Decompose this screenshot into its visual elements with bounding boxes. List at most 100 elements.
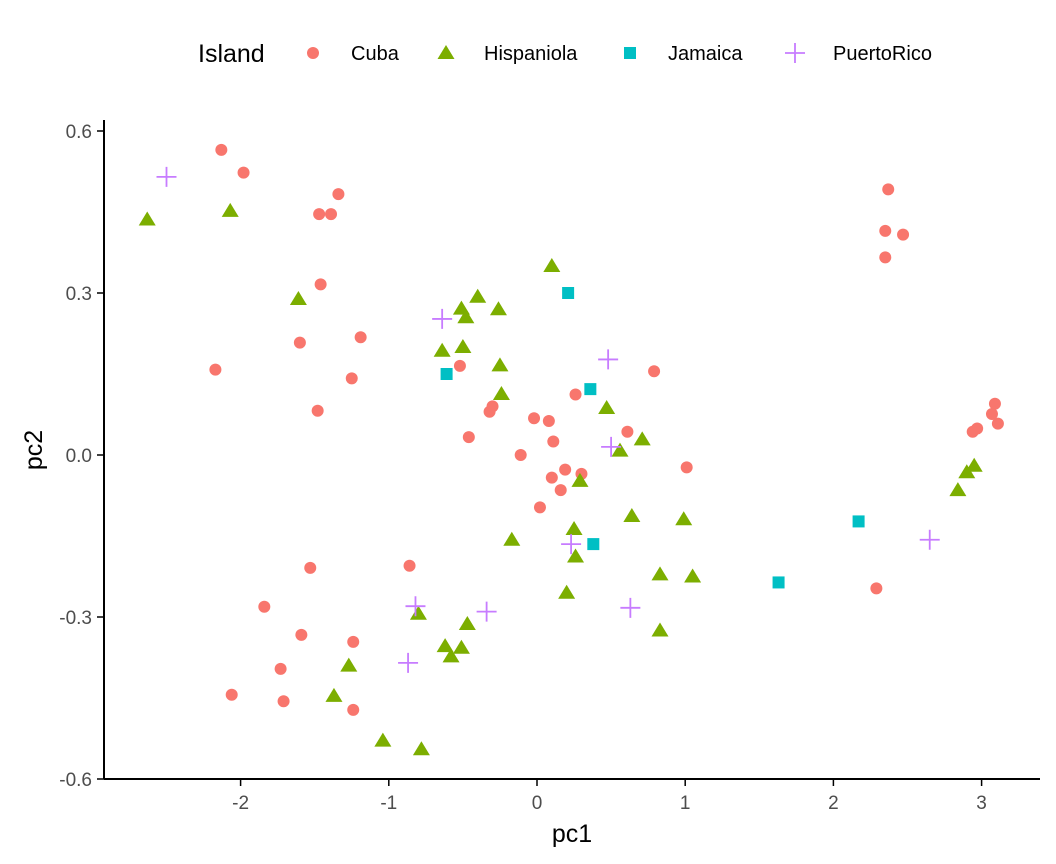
y-tick-label-2: 0.0: [66, 446, 92, 467]
legend-label-puertorico: PuertoRico: [833, 43, 932, 65]
legend: Island Cuba Hispaniola Jamaica PuertoRico: [198, 40, 932, 68]
point-cuba-1: [237, 166, 250, 179]
point-puertorico-2: [598, 349, 619, 370]
point-hispaniola-7: [457, 309, 475, 324]
point-puertorico-9: [919, 529, 940, 550]
point-cuba-29: [304, 561, 317, 574]
point-cuba-20: [621, 425, 634, 438]
point-hispaniola-13: [633, 431, 651, 446]
point-cuba-17: [514, 449, 527, 461]
point-hispaniola-32: [374, 732, 392, 747]
x-tick-label-3: 1: [680, 793, 691, 814]
point-cuba-14: [486, 400, 499, 413]
point-hispaniola-33: [412, 741, 430, 756]
point-puertorico-7: [620, 597, 641, 618]
point-cuba-25: [554, 484, 567, 497]
point-cuba-10: [311, 404, 324, 417]
point-cuba-2: [332, 188, 345, 201]
point-cuba-5: [314, 278, 327, 291]
point-puertorico-5: [405, 596, 426, 617]
point-hispaniola-36: [949, 482, 967, 497]
point-hispaniola-11: [492, 385, 510, 400]
point-hispaniola-18: [567, 548, 585, 563]
y-axis-title: pc2: [20, 430, 48, 470]
point-cuba-12: [462, 431, 475, 444]
point-hispaniola-28: [452, 639, 470, 654]
point-cuba-6: [354, 331, 367, 344]
point-cuba-34: [225, 688, 238, 701]
point-cuba-27: [680, 461, 693, 474]
point-jamaica-5: [852, 515, 865, 528]
point-cuba-23: [559, 463, 572, 476]
point-hispaniola-21: [651, 566, 669, 581]
x-tick-label-5: 3: [976, 793, 987, 814]
point-hispaniola-4: [469, 288, 487, 303]
point-cuba-0: [215, 143, 228, 156]
legend-key-hispaniola: [437, 45, 455, 59]
point-cuba-16: [542, 414, 555, 427]
point-hispaniola-9: [454, 339, 472, 353]
legend-key-jamaica: [624, 47, 636, 59]
point-cuba-32: [274, 662, 287, 675]
point-hispaniola-22: [684, 568, 702, 583]
legend-label-cuba: Cuba: [351, 43, 400, 65]
point-cuba-46: [870, 582, 883, 595]
x-tick-label-1: -1: [380, 793, 397, 814]
legend-key-cuba: [307, 47, 319, 59]
point-hispaniola-34: [965, 457, 983, 472]
point-cuba-36: [347, 703, 360, 716]
point-cuba-42: [985, 407, 998, 420]
point-hispaniola-29: [442, 648, 460, 663]
point-cuba-30: [403, 559, 416, 572]
point-cuba-15: [528, 412, 541, 425]
point-cuba-22: [545, 471, 558, 484]
point-puertorico-3: [601, 436, 622, 457]
point-jamaica-0: [562, 287, 575, 299]
point-hispaniola-19: [623, 508, 641, 523]
point-hispaniola-30: [340, 657, 358, 672]
point-cuba-9: [345, 372, 358, 385]
point-cuba-8: [209, 363, 222, 376]
point-cuba-11: [453, 359, 466, 372]
legend-label-hispaniola: Hispaniola: [484, 43, 578, 65]
point-cuba-28: [258, 600, 271, 613]
point-hispaniola-15: [571, 472, 589, 487]
point-cuba-45: [991, 417, 1004, 430]
point-cuba-18: [547, 435, 560, 448]
point-cuba-40: [879, 251, 892, 264]
point-puertorico-8: [398, 652, 419, 673]
point-hispaniola-23: [558, 584, 576, 599]
point-puertorico-1: [432, 308, 453, 329]
point-hispaniola-31: [325, 687, 343, 702]
legend-key-puertorico: [785, 43, 805, 63]
point-cuba-7: [293, 336, 306, 349]
point-hispaniola-17: [565, 520, 583, 535]
point-cuba-19: [569, 388, 582, 401]
point-puertorico-4: [561, 534, 582, 555]
point-hispaniola-8: [433, 342, 451, 357]
point-hispaniola-24: [651, 622, 669, 637]
point-hispaniola-0: [138, 211, 156, 226]
y-tick-label-1: -0.3: [59, 608, 92, 629]
point-hispaniola-2: [289, 290, 307, 305]
plot-area: [138, 143, 1004, 756]
point-puertorico-6: [476, 601, 497, 622]
point-puertorico-0: [156, 166, 177, 187]
point-hispaniola-20: [675, 511, 693, 526]
y-tick-label-3: 0.3: [66, 284, 92, 305]
point-jamaica-3: [587, 538, 600, 551]
point-hispaniola-14: [611, 442, 629, 457]
point-hispaniola-1: [221, 202, 239, 217]
point-hispaniola-27: [436, 638, 454, 653]
point-jamaica-1: [440, 368, 453, 380]
point-hispaniola-6: [489, 301, 507, 316]
y-tick-label-0: -0.6: [59, 770, 92, 791]
legend-label-jamaica: Jamaica: [668, 43, 743, 65]
point-hispaniola-16: [503, 531, 521, 546]
point-cuba-33: [347, 635, 360, 648]
point-hispaniola-3: [543, 258, 561, 272]
point-cuba-4: [325, 208, 338, 221]
point-hispaniola-26: [458, 616, 476, 631]
point-jamaica-2: [584, 383, 597, 396]
